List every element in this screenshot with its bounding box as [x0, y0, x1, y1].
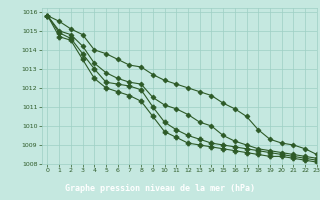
Text: Graphe pression niveau de la mer (hPa): Graphe pression niveau de la mer (hPa): [65, 184, 255, 193]
